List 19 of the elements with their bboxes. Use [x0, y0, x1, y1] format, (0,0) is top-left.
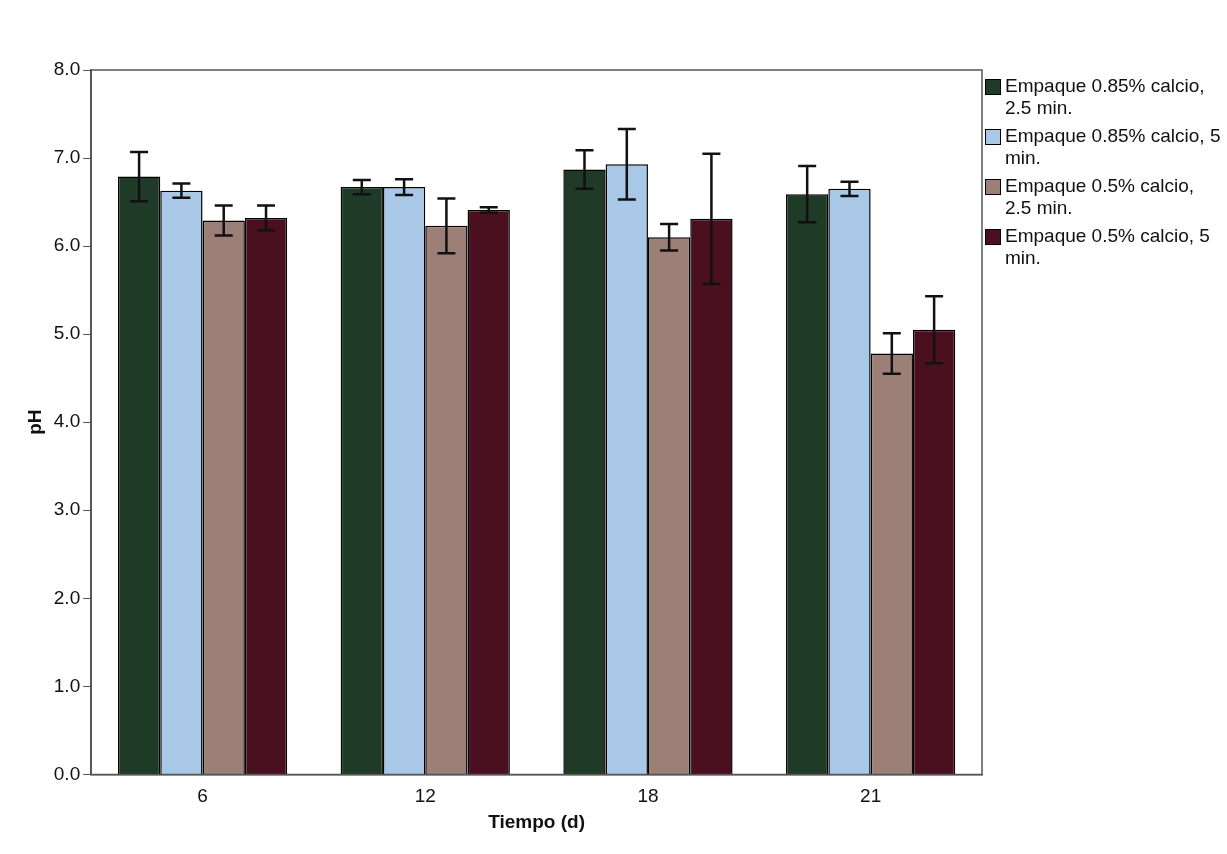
x-axis-title: Tiempo (d) — [488, 810, 585, 832]
y-tick-label: 4.0 — [53, 410, 81, 432]
legend-label: Empaque 0.85% calcio, 5 min. — [1005, 125, 1222, 169]
x-tick-label: 6 — [197, 785, 208, 807]
y-tick-label: 1.0 — [53, 674, 81, 696]
y-tick-label: 5.0 — [53, 322, 81, 344]
legend-label: Empaque 0.5% calcio, 2.5 min. — [1005, 175, 1196, 219]
x-tick-label: 18 — [637, 785, 659, 807]
y-axis-title: pH — [23, 409, 45, 435]
y-tick-label: 3.0 — [53, 498, 81, 520]
x-tick-label: 21 — [860, 785, 882, 807]
y-tick-label: 6.0 — [53, 234, 81, 256]
legend-label: Empaque 0.5% calcio, 5 min. — [1005, 225, 1211, 269]
y-tick-label: 2.0 — [53, 586, 81, 608]
y-tick-label: 8.0 — [53, 58, 81, 80]
x-tick-label: 12 — [414, 785, 436, 807]
y-tick-label: 7.0 — [53, 146, 81, 168]
y-tick-label: 0.0 — [53, 762, 81, 784]
legend-label: Empaque 0.85% calcio, 2.5 min. — [1005, 75, 1206, 119]
